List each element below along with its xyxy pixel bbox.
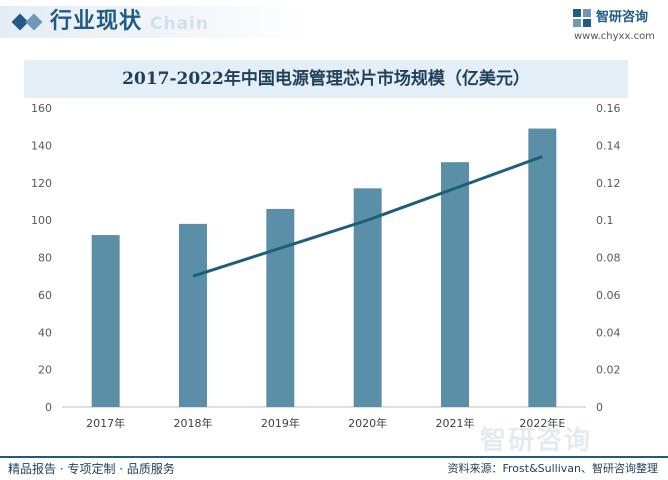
footer: 精品报告 · 专项定制 · 品质服务 资料来源：Frost&Sullivan、智…: [0, 456, 668, 480]
chart-title: 2017-2022年中国电源管理芯片市场规模（亿美元）: [122, 69, 530, 89]
y-right-tick-label: 0.08: [596, 252, 621, 265]
header-band: [0, 6, 310, 38]
x-tick-label: 2018年: [174, 416, 213, 430]
y-left-tick-label: 80: [38, 252, 52, 265]
logo-name: 智研咨询: [596, 10, 649, 25]
bar: [179, 223, 207, 407]
section-title: 行业现状: [50, 9, 143, 34]
y-left-tick-label: 60: [38, 289, 52, 302]
y-right-tick-label: 0.04: [596, 326, 621, 339]
logo-mark-icon: [573, 9, 591, 27]
y-right-tick-label: 0.16: [596, 102, 621, 115]
y-left-tick-label: 120: [31, 177, 52, 190]
bar: [91, 235, 120, 407]
y-left-tick-label: 160: [31, 102, 52, 115]
x-tick-label: 2020年: [348, 416, 387, 430]
x-tick-label: 2017年: [86, 416, 125, 430]
footer-slogan: 精品报告 · 专项定制 · 品质服务: [8, 462, 175, 476]
y-left-tick-label: 140: [31, 139, 52, 152]
brand-logo: 智研咨询 www.chyxx.com: [572, 8, 668, 48]
footer-divider: [0, 456, 668, 458]
bar: [528, 128, 557, 407]
y-right-tick-label: 0: [596, 401, 603, 414]
y-right-tick-label: 0.14: [596, 139, 621, 152]
x-tick-label: 2019年: [261, 416, 300, 430]
bar: [353, 188, 382, 407]
chart-title-bar: 2017-2022年中国电源管理芯片市场规模（亿美元）: [24, 60, 628, 98]
bar: [266, 208, 295, 407]
section-subtitle: Chain: [150, 14, 209, 34]
chart-canvas: 0 20 40 60 80 100 120 140 160 0 0.02 0.04 0.06 0.08 0.…: [31, 102, 621, 430]
y-right-tick-label: 0.12: [596, 177, 621, 190]
x-tick-label: 2022年E: [519, 416, 565, 430]
x-tick-label: 2021年: [436, 416, 475, 430]
y-left-tick-label: 20: [38, 364, 52, 377]
watermark-text: 智研咨询: [480, 426, 593, 456]
line-series: [192, 155, 543, 278]
y-right-tick-label: 0.02: [596, 364, 621, 377]
logo-url: www.chyxx.com: [574, 31, 655, 42]
section-header: 行业现状 Chain 智研咨询 www.chyxx.com: [0, 0, 668, 50]
y-left-tick-label: 40: [38, 326, 52, 339]
y-right-tick-label: 0.06: [596, 289, 621, 302]
y-right-tick-label: 0.1: [596, 214, 614, 227]
bar: [441, 162, 469, 407]
y-left-tick-label: 0: [45, 401, 52, 414]
y-left-tick-label: 100: [31, 214, 52, 227]
footer-source: 资料来源：Frost&Sullivan、智研咨询整理: [447, 462, 658, 475]
